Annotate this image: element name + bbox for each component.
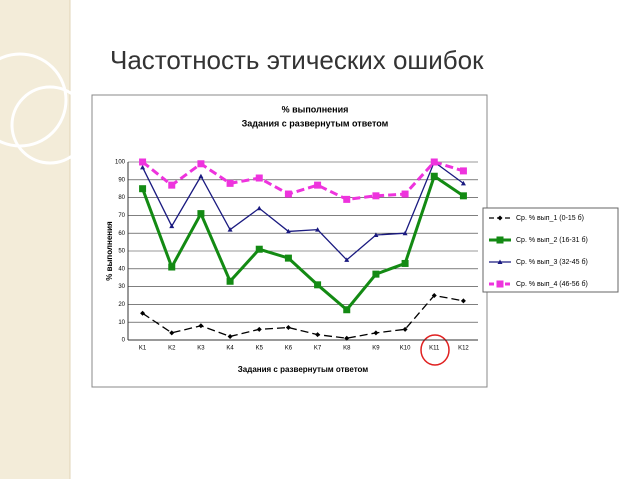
- decor-circle: [10, 85, 90, 165]
- point: [197, 160, 205, 168]
- chart-title: % выполнения: [282, 104, 349, 114]
- point: [284, 190, 292, 198]
- y-tick-label: 80: [118, 195, 125, 201]
- point: [255, 174, 263, 182]
- point: [168, 181, 176, 189]
- point: [460, 298, 466, 304]
- legend-box: [482, 207, 619, 293]
- point: [139, 185, 147, 193]
- point: [256, 326, 262, 332]
- point: [315, 227, 321, 232]
- x-tick-label: K1: [139, 346, 147, 352]
- chart-frame: [91, 94, 488, 388]
- point: [198, 323, 204, 329]
- y-tick-label: 90: [118, 177, 125, 183]
- point: [459, 167, 467, 175]
- point: [401, 190, 409, 198]
- point: [197, 210, 205, 218]
- legend-marker: [496, 236, 504, 244]
- point: [372, 270, 380, 278]
- point: [372, 192, 380, 200]
- point: [373, 232, 379, 237]
- point: [226, 179, 234, 187]
- y-tick-label: 40: [118, 266, 125, 272]
- point: [285, 325, 291, 331]
- point: [373, 330, 379, 336]
- point: [314, 181, 322, 189]
- x-tick-label: K11: [429, 346, 440, 352]
- point: [198, 173, 204, 179]
- point: [344, 257, 350, 262]
- point: [255, 245, 263, 253]
- legend-marker: [497, 215, 503, 221]
- legend-label: Ср. % вып_3 (32-45 б): [516, 258, 588, 266]
- point: [140, 164, 146, 170]
- y-axis-label: % выполнения: [105, 221, 114, 281]
- highlight-circle: [420, 334, 450, 366]
- x-tick-label: K9: [372, 346, 380, 352]
- point: [168, 263, 176, 271]
- point: [344, 335, 350, 341]
- point: [140, 310, 146, 316]
- point: [285, 228, 291, 234]
- x-axis-label: Задания с развернутым ответом: [238, 365, 368, 374]
- legend-marker: [496, 280, 504, 288]
- x-tick-label: K7: [314, 346, 322, 352]
- series-line: [142, 294, 464, 339]
- point: [431, 293, 437, 298]
- point: [314, 281, 322, 289]
- point: [402, 230, 408, 236]
- x-tick-label: K12: [458, 346, 469, 352]
- y-tick-label: 20: [118, 302, 125, 308]
- point: [284, 254, 292, 262]
- point: [430, 158, 438, 166]
- x-tick-label: K3: [197, 346, 205, 352]
- point: [256, 205, 262, 211]
- legend-label: Ср. % вып_1 (0-15 б): [516, 214, 584, 222]
- legend-label: Ср. % вып_4 (46-56 б): [516, 280, 588, 288]
- point: [460, 180, 466, 186]
- legend-marker: [497, 259, 503, 264]
- point: [139, 158, 147, 166]
- point: [430, 172, 438, 180]
- x-tick-label: K4: [226, 346, 234, 352]
- y-tick-label: 50: [118, 249, 125, 255]
- point: [402, 326, 408, 332]
- point: [343, 195, 351, 203]
- x-tick-label: K10: [400, 346, 411, 352]
- point: [343, 306, 351, 314]
- y-tick-label: 0: [122, 338, 126, 344]
- x-tick-label: K5: [256, 346, 264, 352]
- point: [315, 332, 321, 338]
- slide-title: Частотность этических ошибок: [110, 45, 484, 75]
- point: [227, 333, 233, 339]
- x-tick-label: K8: [343, 346, 351, 352]
- point: [226, 277, 234, 285]
- point: [227, 227, 233, 232]
- point: [169, 223, 175, 229]
- y-tick-label: 100: [115, 160, 126, 166]
- series-line: [141, 160, 464, 201]
- point: [401, 259, 409, 267]
- y-tick-label: 30: [118, 284, 125, 290]
- y-tick-label: 60: [118, 231, 125, 237]
- point: [169, 330, 175, 336]
- x-tick-label: K6: [285, 346, 293, 352]
- side-strip: [0, 0, 70, 479]
- y-tick-label: 70: [118, 213, 125, 219]
- chart-subtitle: Задания с развернутым ответом: [242, 118, 389, 128]
- point: [459, 192, 467, 200]
- x-tick-label: K2: [168, 346, 176, 352]
- series-line: [142, 160, 464, 261]
- y-tick-label: 10: [118, 320, 125, 326]
- series-line: [141, 173, 465, 312]
- legend-label: Ср. % вып_2 (16-31 б): [516, 236, 588, 244]
